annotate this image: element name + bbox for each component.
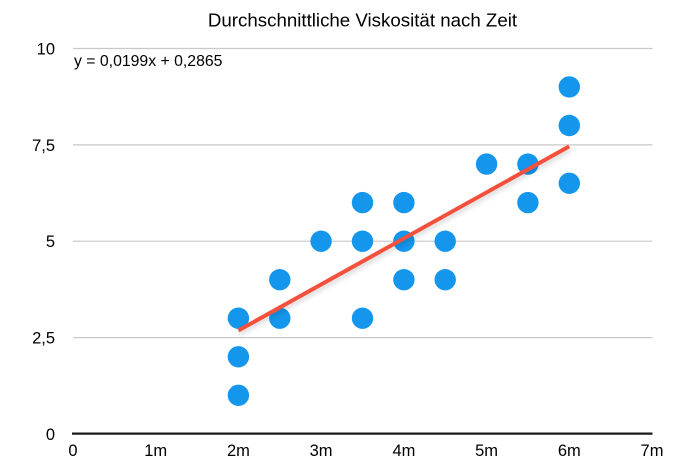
svg-text:5: 5 [46,233,55,251]
svg-text:0: 0 [68,442,77,460]
svg-text:Durchschnittliche Viskosität n: Durchschnittliche Viskosität nach Zeit [208,10,518,31]
svg-text:1m: 1m [144,442,167,460]
svg-text:2,5: 2,5 [32,330,55,348]
svg-text:7m: 7m [641,442,664,460]
svg-text:10: 10 [37,40,55,58]
svg-text:y = 0,0199x + 0,2865: y = 0,0199x + 0,2865 [74,53,223,70]
svg-text:6m: 6m [558,442,581,460]
svg-text:0: 0 [46,426,55,444]
svg-text:5m: 5m [475,442,498,460]
svg-text:2m: 2m [227,442,250,460]
svg-text:4m: 4m [392,442,415,460]
svg-text:3m: 3m [310,442,333,460]
svg-text:7,5: 7,5 [32,137,55,155]
